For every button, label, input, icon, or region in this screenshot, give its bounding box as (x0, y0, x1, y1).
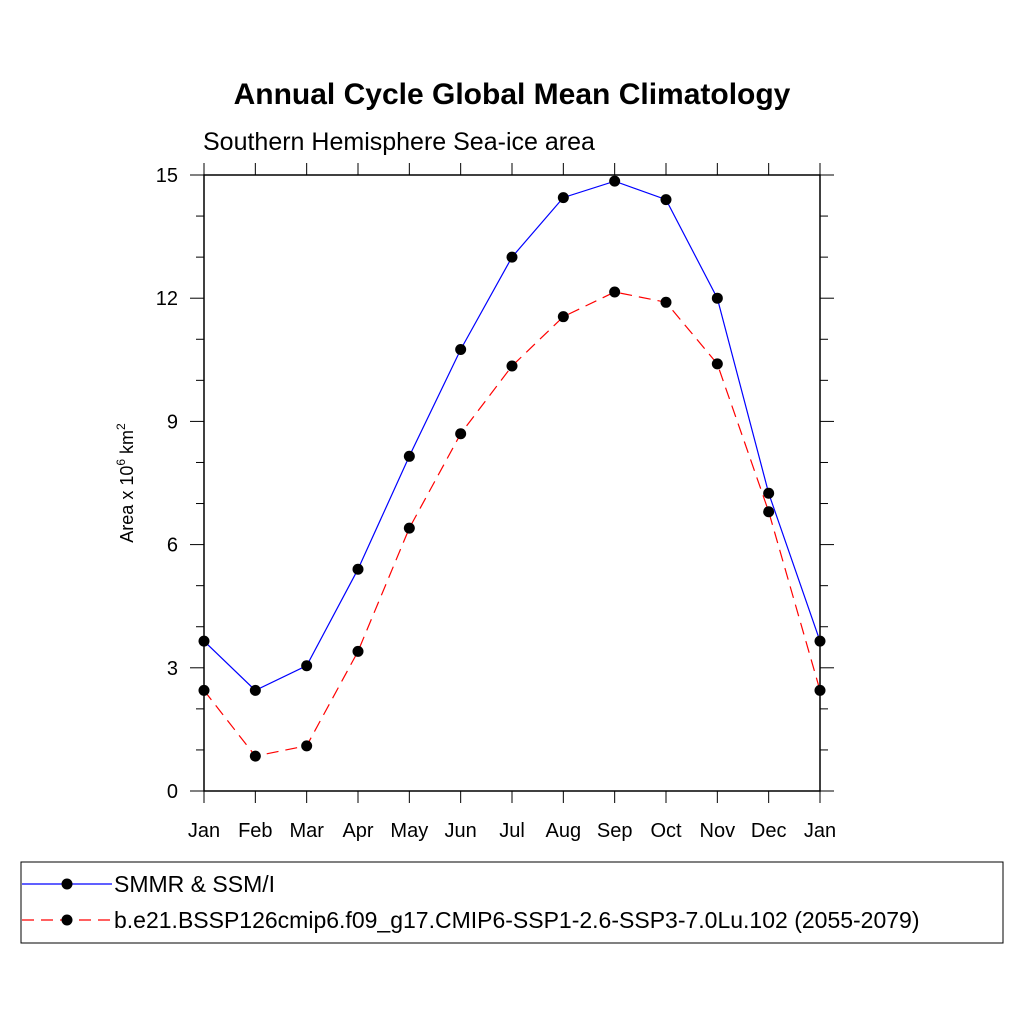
y-tick-label: 15 (156, 165, 178, 187)
x-tick-label: Sep (597, 820, 633, 842)
plot-frame (203, 174, 821, 792)
legend-marker-2 (61, 914, 73, 926)
series-2-point (249, 750, 261, 762)
x-tick-label: Dec (751, 820, 787, 842)
series-2-point (455, 428, 467, 440)
series-2-point (763, 506, 775, 518)
x-tick-label: Jul (499, 820, 525, 842)
series-2-point (506, 360, 518, 372)
series-2-point (403, 522, 415, 534)
series-2-point (711, 358, 723, 370)
x-tick-label: Jan (188, 820, 220, 842)
series-1-point (301, 660, 313, 672)
series-1-point (352, 563, 364, 575)
x-tick-label: Oct (650, 820, 682, 842)
x-tick-label: Apr (342, 820, 373, 842)
chart-subtitle: Southern Hemisphere Sea-ice area (203, 128, 595, 156)
series-1-point (249, 684, 261, 696)
legend-marker-1 (61, 878, 73, 890)
series-1-point (403, 450, 415, 462)
series-2-point (301, 740, 313, 752)
y-tick-label: 9 (167, 411, 178, 433)
x-tick-label: Jun (445, 820, 477, 842)
y-axis-label: Area x 106 km2 (114, 423, 137, 543)
series-1-point (660, 194, 672, 206)
axis-ticks (190, 163, 834, 803)
series-1-point (763, 487, 775, 499)
y-tick-label: 12 (156, 288, 178, 310)
x-tick-label: Nov (700, 820, 736, 842)
series-layer (198, 175, 826, 762)
legend: SMMR & SSM/I b.e21.BSSP126cmip6.f09_g17.C… (20, 861, 1004, 944)
series-1-point (609, 175, 621, 187)
series-1-point (711, 292, 723, 304)
x-tick-label: Aug (546, 820, 582, 842)
y-tick-label: 0 (167, 781, 178, 803)
x-tick-label: Mar (289, 820, 324, 842)
y-tick-label: 6 (167, 535, 178, 557)
legend-entries: SMMR & SSM/I b.e21.BSSP126cmip6.f09_g17.C… (22, 871, 920, 933)
series-1-point (506, 251, 518, 263)
legend-box (20, 861, 1004, 944)
chart-title: Annual Cycle Global Mean Climatology (234, 78, 791, 111)
x-tick-label: Feb (238, 820, 272, 842)
y-tick-labels: 0 3 6 9 12 15 (156, 165, 178, 803)
series-1-point (557, 192, 569, 204)
x-tick-label: Jan (804, 820, 836, 842)
series-2-point (352, 645, 364, 657)
legend-label-1: SMMR & SSM/I (114, 871, 275, 897)
x-tick-labels: Jan Feb Mar Apr May Jun Jul Aug Sep Oct Nov Dec Jan (188, 820, 836, 842)
series-1-point (455, 344, 467, 356)
series-2-point (609, 286, 621, 298)
legend-label-2: b.e21.BSSP126cmip6.f09_g17.CMIP6-SSP1-2.… (114, 907, 920, 933)
series-2-point (660, 296, 672, 308)
y-tick-label: 3 (167, 658, 178, 680)
x-tick-label: May (390, 820, 428, 842)
series-2-point (557, 311, 569, 323)
